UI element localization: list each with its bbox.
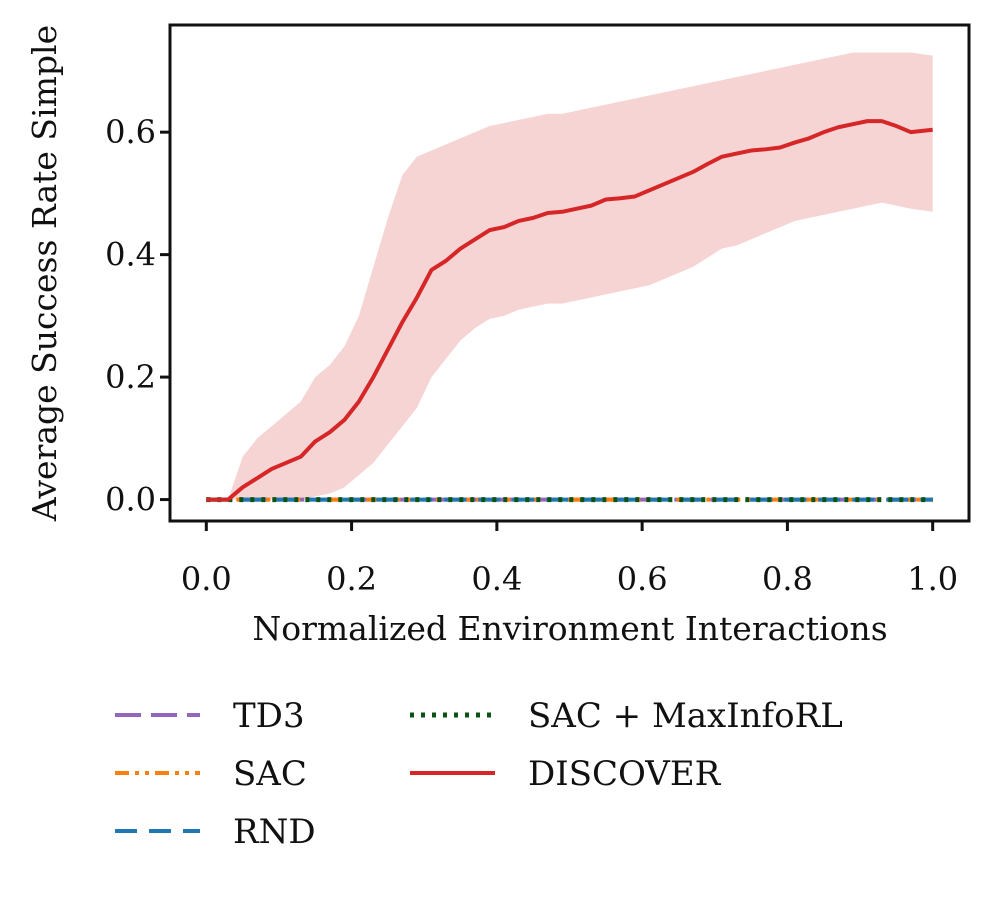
y-axis-title: Average Success Rate Simple [25, 25, 64, 522]
legend-item-sac: SAC [115, 754, 307, 794]
y-tick-label: 0.0 [105, 481, 156, 519]
plot-frame [168, 23, 971, 523]
legend-label: TD3 [233, 696, 305, 736]
series-band-discover [206, 52, 933, 500]
legend-label: SAC + MaxInfoRL [528, 696, 843, 736]
legend: TD3 SAC RND SAC + MaxInfoRL DISCOVER [115, 696, 843, 852]
x-tick-label: 0.0 [181, 560, 232, 598]
axis-ticks: 0.0 0.2 0.4 0.6 0.8 1.0 0.0 0.2 0.4 0.6 [105, 113, 958, 598]
y-tick-label: 0.2 [105, 358, 156, 396]
legend-label: SAC [233, 754, 307, 794]
legend-item-rnd: RND [115, 812, 316, 852]
x-tick-label: 0.6 [617, 560, 668, 598]
y-tick-label: 0.6 [105, 113, 156, 151]
legend-item-td3: TD3 [115, 696, 305, 736]
y-tick-label: 0.4 [105, 236, 156, 274]
x-tick-label: 0.8 [762, 560, 813, 598]
legend-label: DISCOVER [528, 754, 722, 794]
x-axis-title: Normalized Environment Interactions [252, 609, 887, 648]
plot-area [206, 52, 933, 503]
x-tick-label: 0.2 [326, 560, 377, 598]
legend-item-sac-maxinforl: SAC + MaxInfoRL [410, 696, 843, 736]
legend-label: RND [233, 812, 316, 852]
series-line-discover [206, 119, 933, 502]
x-tick-label: 0.4 [471, 560, 522, 598]
x-tick-label: 1.0 [907, 560, 958, 598]
legend-item-discover: DISCOVER [410, 754, 722, 794]
